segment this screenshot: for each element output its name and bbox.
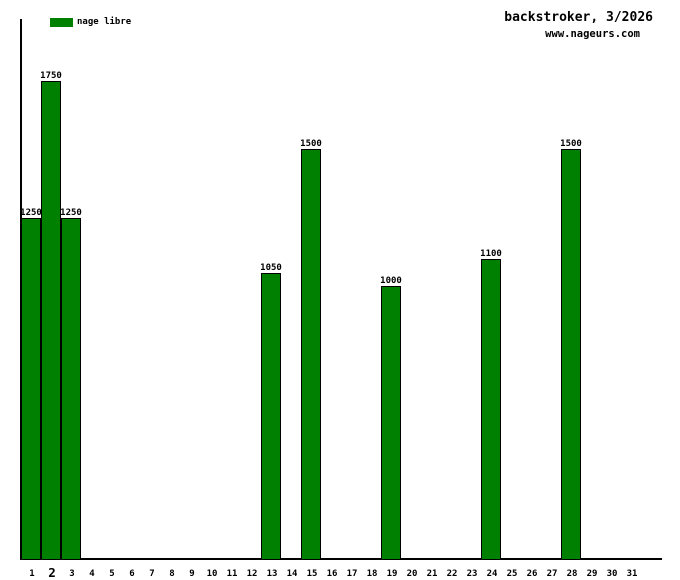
x-tick-label-9: 9 [189,569,195,579]
bar-value-label-day-13: 1050 [260,263,282,273]
x-tick-label-5: 5 [109,569,115,579]
legend: nage libre [50,17,131,28]
x-tick-label-6: 6 [129,569,135,579]
x-tick-label-16: 16 [326,569,338,579]
x-tick-label-23: 23 [466,569,478,579]
x-tick-label-28: 28 [566,569,578,579]
x-tick-label-29: 29 [586,569,598,579]
bar-value-label-day-15: 1500 [300,139,322,149]
site-watermark: www.nageurs.com [545,28,640,40]
bar-day-13 [261,273,281,560]
bar-value-label-day-3: 1250 [60,208,82,218]
bar-value-label-day-19: 1000 [380,276,402,286]
x-tick-label-24: 24 [486,569,498,579]
x-tick-label-31: 31 [626,569,638,579]
x-tick-label-3: 3 [69,569,75,579]
bar-day-24 [481,259,501,560]
chart-title: backstroker, 3/2026 [504,10,653,25]
x-tick-label-12: 12 [246,569,258,579]
bar-value-label-day-1: 1250 [20,208,42,218]
x-tick-label-25: 25 [506,569,518,579]
x-tick-label-30: 30 [606,569,618,579]
bar-value-label-day-2: 1750 [40,71,62,81]
bar-day-2 [41,81,61,560]
bar-day-1 [21,218,41,560]
bar-day-19 [381,286,401,560]
bar-value-label-day-24: 1100 [480,249,502,259]
x-tick-label-14: 14 [286,569,298,579]
x-tick-label-27: 27 [546,569,558,579]
x-tick-label-7: 7 [149,569,155,579]
x-tick-label-22: 22 [446,569,458,579]
x-tick-label-18: 18 [366,569,378,579]
x-tick-label-19: 19 [386,569,398,579]
x-tick-label-13: 13 [266,569,278,579]
x-tick-label-2: 2 [48,565,56,580]
bar-day-28 [561,149,581,560]
legend-color-swatch [50,18,73,27]
x-tick-label-26: 26 [526,569,538,579]
x-tick-label-11: 11 [226,569,238,579]
x-tick-label-8: 8 [169,569,175,579]
bar-day-15 [301,149,321,560]
bar-value-label-day-28: 1500 [560,139,582,149]
x-tick-label-15: 15 [306,569,318,579]
bar-day-3 [61,218,81,560]
x-tick-label-21: 21 [426,569,438,579]
x-tick-label-4: 4 [89,569,95,579]
x-axis-line [20,558,662,560]
x-tick-label-20: 20 [406,569,418,579]
x-tick-label-1: 1 [29,569,35,579]
legend-label: nage libre [77,17,132,27]
x-tick-label-17: 17 [346,569,358,579]
x-tick-label-10: 10 [206,569,218,579]
